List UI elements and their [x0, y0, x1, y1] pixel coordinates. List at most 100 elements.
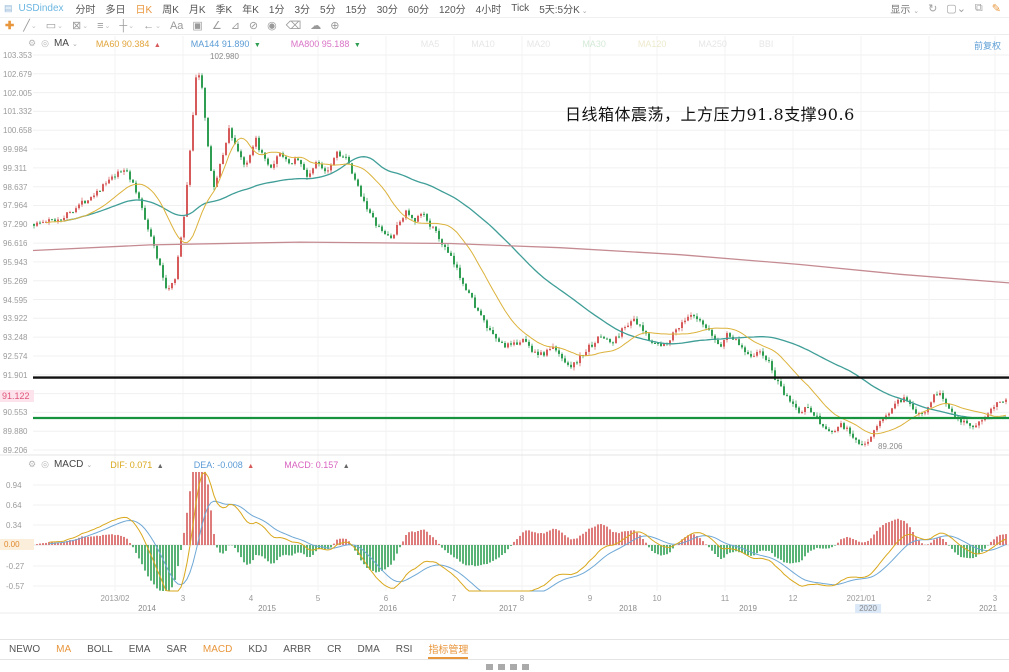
legend-item-disabled-MA5[interactable]: MA5 — [420, 38, 440, 49]
delete-tool[interactable]: ⌫ — [286, 20, 302, 32]
chevron-down-icon: ⌄ — [57, 22, 63, 30]
legend-item-disabled-MA20[interactable]: MA20 — [526, 38, 551, 49]
gear-icon[interactable]: ⚙ — [28, 459, 37, 469]
timeframe-日K[interactable]: 日K — [135, 5, 153, 16]
timeframe-1分[interactable]: 1分 — [268, 5, 285, 16]
indicator-tabbar: NEWO MA BOLL EMA SAR MACD KDJ ARBR CR DMA RSI 指标管理 — [0, 639, 1009, 660]
timeframe-30分[interactable]: 30分 — [376, 5, 398, 16]
timeframe-季K[interactable]: 季K — [215, 5, 233, 16]
timeframe-4小时[interactable]: 4小时 — [475, 5, 502, 16]
tab-BOLL[interactable]: BOLL — [87, 644, 113, 655]
legend-item-MACD[interactable]: MACD: 0.157 ▲ — [284, 459, 350, 470]
note-tool-icon: ▣ — [192, 19, 203, 32]
tab-EMA[interactable]: EMA — [128, 644, 151, 655]
legend-item-disabled-MA30[interactable]: MA30 — [582, 38, 606, 49]
time-tick-4: 4 — [248, 594, 254, 603]
screenshot-icon[interactable]: ⧉ — [974, 2, 983, 14]
tab-KDJ[interactable]: KDJ — [248, 644, 268, 655]
parallel-lines-tool[interactable]: ≡ ⌄ — [97, 19, 111, 32]
tab-MA[interactable]: MA — [56, 644, 72, 655]
cloud-save-tool[interactable]: ☁ — [310, 20, 321, 32]
time-tick-12: 12 — [788, 594, 798, 603]
ruler-tool[interactable]: ⊿ — [230, 19, 240, 32]
timeframe-120分[interactable]: 120分 — [438, 5, 466, 16]
high-price-label: 102.980 — [210, 52, 239, 61]
shape-tool[interactable]: ⊠ ⌄ — [72, 20, 88, 32]
timeframe-多日[interactable]: 多日 — [105, 5, 126, 16]
macd-values: DIF: 0.071 ▲ DEA: -0.008 ▲ MACD: 0.157 ▲ — [110, 460, 379, 470]
refresh-icon[interactable]: ↻ — [928, 3, 938, 15]
layout-dropdown-icon[interactable]: ▢⌄ — [946, 3, 966, 15]
rectangle-tool[interactable]: ▭ ⌄ — [46, 20, 63, 32]
legend-item-disabled-MA120[interactable]: MA120 — [637, 38, 667, 49]
legend-item-MA144[interactable]: MA144 91.890 ▼ — [190, 38, 261, 49]
timeframe-5天:5分K[interactable]: 5天:5分K ⌄ — [539, 5, 588, 16]
instrument-list-icon[interactable]: ▤ — [4, 3, 13, 13]
timeframe-月K[interactable]: 月K — [188, 5, 206, 16]
low-price-label: 89.206 — [878, 442, 903, 451]
trendline-tool-icon: ╱ — [23, 19, 30, 32]
arrow-tool-icon: ← — [143, 19, 155, 32]
tab-SAR[interactable]: SAR — [166, 644, 187, 655]
macd-legend: ⚙ ◎ MACD ⌄ DIF: 0.071 ▲ DEA: -0.008 ▲ MACD… — [28, 459, 380, 470]
timeframe-分时[interactable]: 分时 — [75, 5, 96, 16]
edit-icon[interactable]: ✎ — [991, 3, 1001, 15]
percent-tool[interactable]: ⊘ — [248, 19, 259, 32]
time-tick-3: 3 — [180, 594, 186, 603]
timeframe-15分[interactable]: 15分 — [345, 5, 367, 16]
price-tick-97.964: 97.964 — [3, 201, 28, 210]
chevron-down-icon: ⌄ — [104, 22, 111, 30]
price-adjust-mode[interactable]: 前复权 — [973, 41, 1001, 51]
time-tick-2013/02: 2013/02 — [100, 594, 130, 603]
time-tick-10: 10 — [652, 594, 662, 603]
pointer-cross-tool[interactable]: ✚ — [5, 19, 15, 32]
tab-指标管理[interactable]: 指标管理 — [428, 641, 469, 659]
eye-icon[interactable]: ◎ — [41, 459, 49, 469]
legend-item-DIF[interactable]: DIF: 0.071 ▲ — [110, 459, 164, 470]
tab-RSI[interactable]: RSI — [395, 644, 413, 655]
percent-tool-icon: ⊘ — [248, 19, 259, 32]
legend-item-disabled-MA10[interactable]: MA10 — [471, 38, 495, 49]
symbol-name[interactable]: USDindex — [18, 3, 64, 14]
legend-item-disabled-MA250[interactable]: MA250 — [698, 38, 727, 49]
legend-item-MA800[interactable]: MA800 95.188 ▼ — [290, 38, 361, 49]
year-tick-2018: 2018 — [619, 604, 637, 613]
price-tick-93.248: 93.248 — [3, 333, 28, 342]
gear-icon[interactable]: ⚙ — [28, 38, 37, 48]
legend-item-disabled-BBI[interactable]: BBI — [758, 38, 774, 49]
timeframe-周K[interactable]: 周K — [162, 5, 179, 16]
legend-item-DEA[interactable]: DEA: -0.008 ▲ — [193, 459, 255, 470]
ma-indicator-name[interactable]: MA — [53, 38, 69, 49]
parallel-lines-tool-icon: ≡ — [97, 19, 104, 32]
ruler-tool-icon: ⊿ — [230, 19, 240, 32]
visibility-tool[interactable]: ◉ — [267, 20, 277, 32]
tab-MACD[interactable]: MACD — [202, 644, 233, 655]
timeframe-Tick[interactable]: Tick — [511, 3, 530, 14]
tab-ARBR[interactable]: ARBR — [283, 644, 312, 655]
tab-CR[interactable]: CR — [327, 644, 342, 655]
tab-NEWO[interactable]: NEWO — [9, 644, 41, 655]
arrow-tool[interactable]: ← ⌄ — [143, 19, 161, 32]
tab-DMA[interactable]: DMA — [357, 644, 380, 655]
timeframe-60分[interactable]: 60分 — [407, 5, 429, 16]
price-tick-91.901: 91.901 — [3, 371, 28, 380]
pointer-cross-tool-icon: ✚ — [5, 19, 15, 32]
more-tools[interactable]: ⊕ — [330, 20, 339, 32]
display-dropdown[interactable]: 显示 ⌄ — [890, 1, 919, 16]
topbar-icons: ↻ ▢⌄ ⧉ ✎ — [928, 2, 1001, 15]
timeframe-5分[interactable]: 5分 — [320, 5, 336, 16]
note-tool[interactable]: ▣ — [192, 19, 203, 32]
year-tick-2014: 2014 — [138, 604, 156, 613]
timeframe-3分[interactable]: 3分 — [294, 5, 311, 16]
trendline-tool[interactable]: ╱ ⌄ — [23, 19, 37, 32]
legend-item-MA60[interactable]: MA60 90.384 ▲ — [95, 38, 161, 49]
price-tick-99.984: 99.984 — [3, 145, 28, 154]
angle-tool[interactable]: ∠ — [212, 20, 222, 32]
timeframe-年K[interactable]: 年K — [242, 5, 259, 16]
macd-indicator-name[interactable]: MACD — [53, 459, 84, 470]
chart-annotation-text: 日线箱体震荡，上方压力91.8支撑90.6 — [565, 105, 855, 124]
text-tool[interactable]: Aa — [170, 20, 183, 32]
crosshair-tool[interactable]: ┼ ⌄ — [119, 20, 134, 32]
eye-icon[interactable]: ◎ — [41, 38, 49, 48]
